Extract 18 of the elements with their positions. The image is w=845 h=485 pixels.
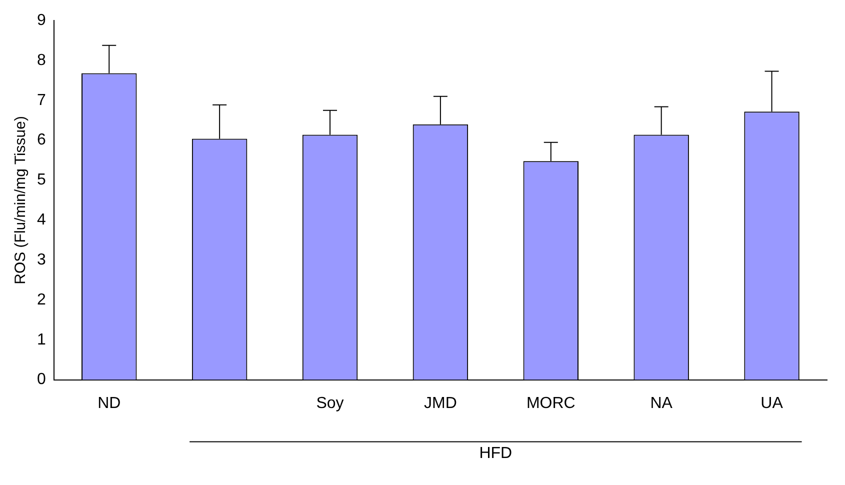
y-tick-label: 2 [36,291,46,308]
y-tick-label: 8 [36,52,46,69]
y-tick-label: 9 [36,12,46,30]
x-tick-label: NA [650,394,673,412]
y-tick-label: 7 [36,92,46,109]
y-tick-label: 3 [36,251,46,268]
x-tick-label: JMD [424,394,457,412]
y-tick-label: 5 [36,172,46,189]
x-tick-label: MORC [526,394,576,412]
x-tick-label: Soy [316,394,344,412]
y-tick-label: 0 [36,371,46,388]
y-tick-label: 4 [36,212,46,229]
text: HFD [479,445,512,462]
x-tick-label: UA [760,394,784,412]
x-tick-label: ND [98,394,121,412]
y-tick-label: 6 [36,132,46,149]
y-axis-title: ROS (Flu/min/mg Tissue) [12,116,30,284]
y-tick-label: 1 [36,331,46,348]
